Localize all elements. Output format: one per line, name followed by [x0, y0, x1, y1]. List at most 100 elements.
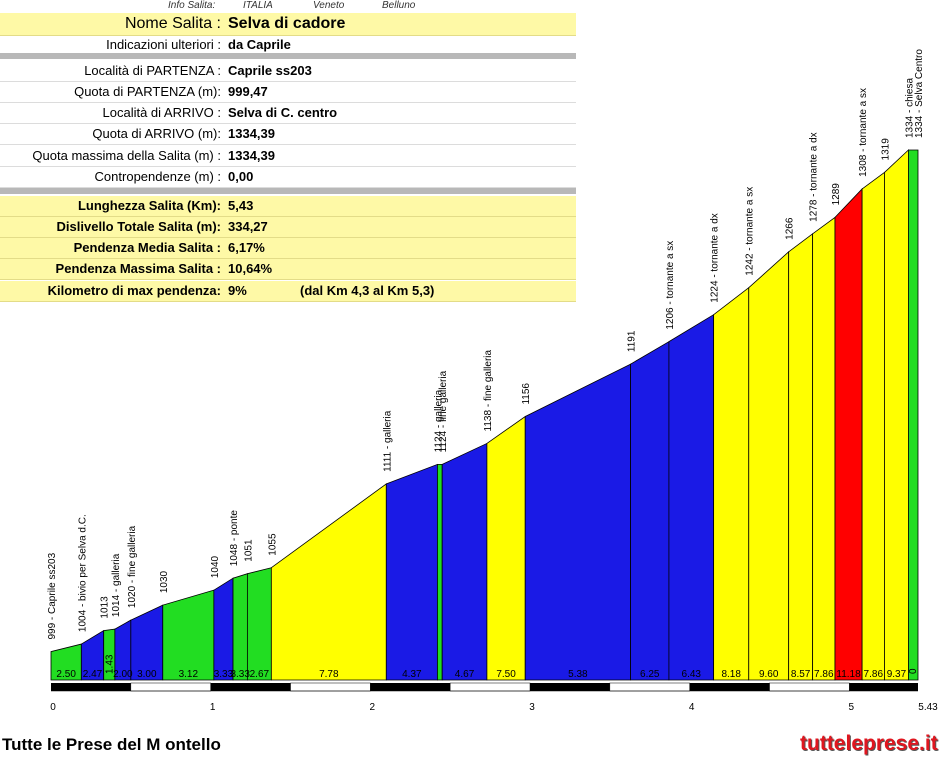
- gradient-label: 5.38: [568, 669, 588, 680]
- gradient-label: 4.67: [455, 669, 475, 680]
- info-label: Dislivello Totale Salita (m):: [56, 219, 221, 234]
- gradient-label: 9.60: [759, 669, 779, 680]
- km-scale-dark: [849, 683, 918, 691]
- brand-logo-text: Tutte le Prese del M ontello: [2, 735, 221, 755]
- info-value: Selva di C. centro: [228, 105, 338, 120]
- gradient-label: 4.37: [402, 669, 422, 680]
- info-label: Kilometro di max pendenza:: [47, 283, 221, 298]
- km-scale-light: [449, 682, 531, 692]
- info-label: Lunghezza Salita (Km):: [77, 198, 221, 213]
- x-tick-label: 2: [370, 702, 376, 713]
- gradient-label: 2.47: [83, 669, 103, 680]
- info-row-name: Nome Salita : Selva di cadore: [0, 13, 576, 36]
- x-tick-label: 5.43: [918, 702, 938, 713]
- gradient-label: 7.78: [319, 669, 339, 680]
- profile-segment-17: [713, 286, 750, 681]
- gradient-label: 7.86: [814, 669, 834, 680]
- profile-segment-11: [436, 464, 443, 681]
- point-label: 1266: [785, 217, 796, 240]
- point-label: 1124 - galleria: [433, 389, 444, 452]
- info-label: Pendenza Massima Salita :: [55, 261, 221, 276]
- info-label: Quota massima della Salita (m) :: [32, 148, 221, 163]
- info-row-start-place: Località di PARTENZA : Caprile ss203: [0, 61, 576, 82]
- info-row-max-elev: Quota massima della Salita (m) : 1334,39: [0, 146, 576, 167]
- gradient-label: 3.00: [137, 669, 157, 680]
- gradient-label: 0: [908, 668, 919, 674]
- gradient-label: 9.37: [887, 669, 907, 680]
- profile-segment-7: [232, 573, 248, 681]
- km-scale-light: [290, 682, 371, 692]
- header-region: Veneto: [313, 0, 345, 11]
- info-row-end-place: Località di ARRIVO : Selva di C. centro: [0, 103, 576, 124]
- gradient-label: 3.33: [230, 669, 250, 680]
- point-label: 1124 - fine galleria: [438, 370, 449, 452]
- info-row-counter-slopes: Contropendenze (m) : 0,00: [0, 167, 576, 188]
- gradient-label: 1.43: [104, 654, 115, 674]
- gradient-label: 11.18: [836, 669, 861, 680]
- profile-segment-18: [748, 250, 790, 681]
- info-value: 999,47: [228, 84, 268, 99]
- gradient-label: 6.43: [682, 669, 702, 680]
- profile-segment-21: [834, 187, 863, 681]
- point-label: 1055: [267, 533, 278, 556]
- km-scale-light: [769, 682, 850, 692]
- info-row-max-gradient-km: Kilometro di max pendenza: 9% (dal Km 4,…: [0, 281, 576, 302]
- info-row-avg-gradient: Pendenza Media Salita : 6,17%: [0, 238, 576, 259]
- km-scale-dark: [689, 683, 770, 691]
- point-label: 1289: [831, 183, 842, 206]
- gradient-label: 3.33: [214, 669, 234, 680]
- point-label: 1191: [627, 330, 638, 352]
- gradient-label: 6.25: [640, 669, 660, 680]
- point-label: 1319: [880, 138, 891, 161]
- gradient-label: 8.18: [721, 669, 741, 680]
- profile-segment-22: [861, 171, 885, 681]
- profile-segment-20: [812, 216, 836, 681]
- info-value: Caprile ss203: [228, 63, 312, 78]
- profile-segment-12: [441, 442, 488, 681]
- site-url: tutteleprese.it: [800, 732, 938, 755]
- profile-segment-5: [162, 589, 215, 681]
- x-tick-label: 3: [529, 702, 535, 713]
- point-label: 1138 - fine galleria: [483, 349, 494, 431]
- gradient-label: 2.50: [56, 669, 76, 680]
- point-label: 1020 - fine galleria: [127, 525, 138, 608]
- point-label: 1308 - tornante a sx: [858, 88, 869, 177]
- point-label: 1334 - chiesa: [904, 78, 915, 138]
- info-row-end-elev: Quota di ARRIVO (m): 1334,39: [0, 124, 576, 145]
- info-row-max-gradient: Pendenza Massima Salita : 10,64%: [0, 259, 576, 280]
- point-label: 1040: [210, 555, 221, 578]
- table-separator: [0, 188, 576, 194]
- info-value: 6,17%: [228, 240, 265, 255]
- info-value: 10,64%: [228, 261, 273, 276]
- point-label: 1206 - tornante a sx: [665, 241, 676, 330]
- info-label: Quota di PARTENZA (m):: [74, 84, 221, 99]
- km-scale-dark: [210, 683, 291, 691]
- header-country: ITALIA: [243, 0, 273, 11]
- profile-segment-9: [270, 483, 387, 681]
- gradient-label: 2.00: [113, 669, 133, 680]
- gradient-label: 8.57: [791, 669, 811, 680]
- point-label: 999 - Caprile ss203: [47, 552, 58, 639]
- profile-segment-10: [385, 463, 438, 681]
- point-label: 1014 - galleria: [111, 553, 122, 617]
- gradient-label: 2.67: [250, 669, 270, 680]
- info-value: 5,43: [228, 198, 254, 213]
- point-label: 1224 - tornante a dx: [710, 213, 721, 303]
- profile-segment-13: [486, 415, 526, 681]
- profile-segment-23: [884, 149, 909, 681]
- km-scale-dark: [370, 683, 451, 691]
- point-label: 1048 - ponte: [229, 510, 240, 567]
- info-row-start-elev: Quota di PARTENZA (m): 999,47: [0, 82, 576, 103]
- info-label: Quota di ARRIVO (m):: [92, 126, 221, 141]
- point-label: 1334 - Selva Centro: [914, 49, 925, 138]
- profile-segment-24: [908, 149, 919, 681]
- info-label: Indicazioni ulteriori :: [106, 37, 221, 52]
- table-separator: [0, 53, 576, 59]
- info-label: Contropendenze (m) :: [94, 169, 221, 184]
- info-label: Località di ARRIVO :: [102, 105, 222, 120]
- info-value: 0,00: [228, 169, 254, 184]
- point-label: 1242 - tornante a sx: [745, 187, 756, 276]
- info-extra: (dal Km 4,3 al Km 5,3): [300, 283, 435, 298]
- header-province: Belluno: [382, 0, 416, 11]
- point-label: 1013: [100, 596, 111, 619]
